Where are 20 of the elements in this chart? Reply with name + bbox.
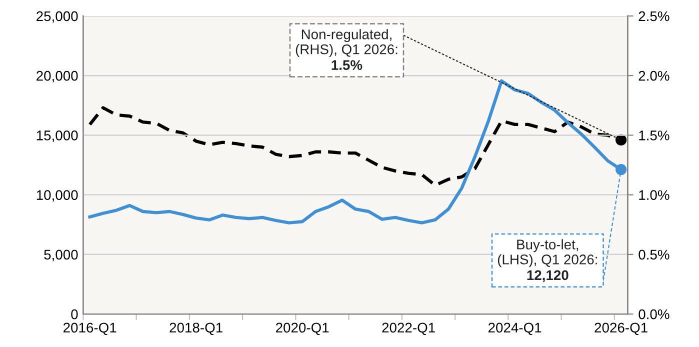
y2-tick-label: 1.0% [639,190,670,200]
x-tick-label: 2018-Q1 [170,322,222,336]
y2-tick-label: 0.5% [638,250,670,260]
x-tick-label: 2022-Q1 [382,322,435,336]
y2-tick-label: 1.5% [639,130,670,140]
annotation: Buy-to-let, (LHS), Q1 2026: 12,120 [498,239,597,282]
y2-tick-label: 2.5% [638,11,670,22]
x-tick-label: 2016-Q1 [64,322,116,336]
y-tick-label: 10,000 [36,190,78,202]
y-tick-label: 25,000 [36,11,78,23]
annotation: Non-regulated, (RHS), Q1 2026: 1.5% [296,29,398,70]
y-tick-label: 0 [71,309,78,320]
x-tick-label: 2020-Q1 [276,322,329,336]
x-tick-label: 2026-Q1 [594,322,648,336]
y-tick-label: 20,000 [36,70,78,82]
y2-tick-label: 2.0% [638,70,670,81]
y-tick-label: 15,000 [36,130,78,142]
y2-tick-label: 0.0% [638,309,670,320]
x-tick-label: 2024-Q1 [488,322,542,336]
y-tick-label: 5,000 [44,250,78,262]
